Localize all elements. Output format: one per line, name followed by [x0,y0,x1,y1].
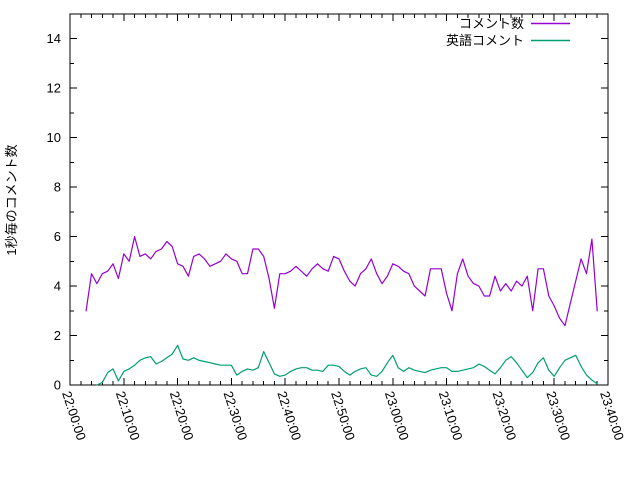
x-tick-label: 22:00:00 [59,389,89,442]
x-tick-label: 22:30:00 [221,389,251,442]
x-tick-label: 22:10:00 [113,389,143,442]
x-tick-label: 23:00:00 [382,389,412,442]
legend-label-comments: コメント数 [459,16,524,31]
y-tick-label: 10 [47,130,61,145]
x-tick-label: 22:20:00 [167,389,197,442]
x-tick-label: 23:20:00 [490,389,520,442]
x-tick-label: 22:50:00 [328,389,358,442]
y-axis-title: 1秒毎のコメント数 [4,144,19,255]
series-line-0 [85,236,598,327]
x-tick-label: 23:30:00 [543,389,573,442]
y-tick-label: 8 [54,180,61,195]
y-tick-label: 6 [54,229,61,244]
y-tick-label: 4 [54,279,61,294]
x-tick-label: 23:40:00 [597,389,627,442]
y-tick-label: 12 [47,81,61,96]
x-tick-label: 23:10:00 [436,389,466,442]
y-tick-label: 2 [54,328,61,343]
y-tick-label: 14 [47,31,61,46]
legend-label-english-comments: 英語コメント [446,33,524,48]
legend: コメント数 英語コメント [446,16,570,48]
plot-border [69,13,609,386]
y-tick-label: 0 [54,378,61,393]
x-tick-label: 22:40:00 [274,389,304,442]
series-line-1 [96,344,598,386]
